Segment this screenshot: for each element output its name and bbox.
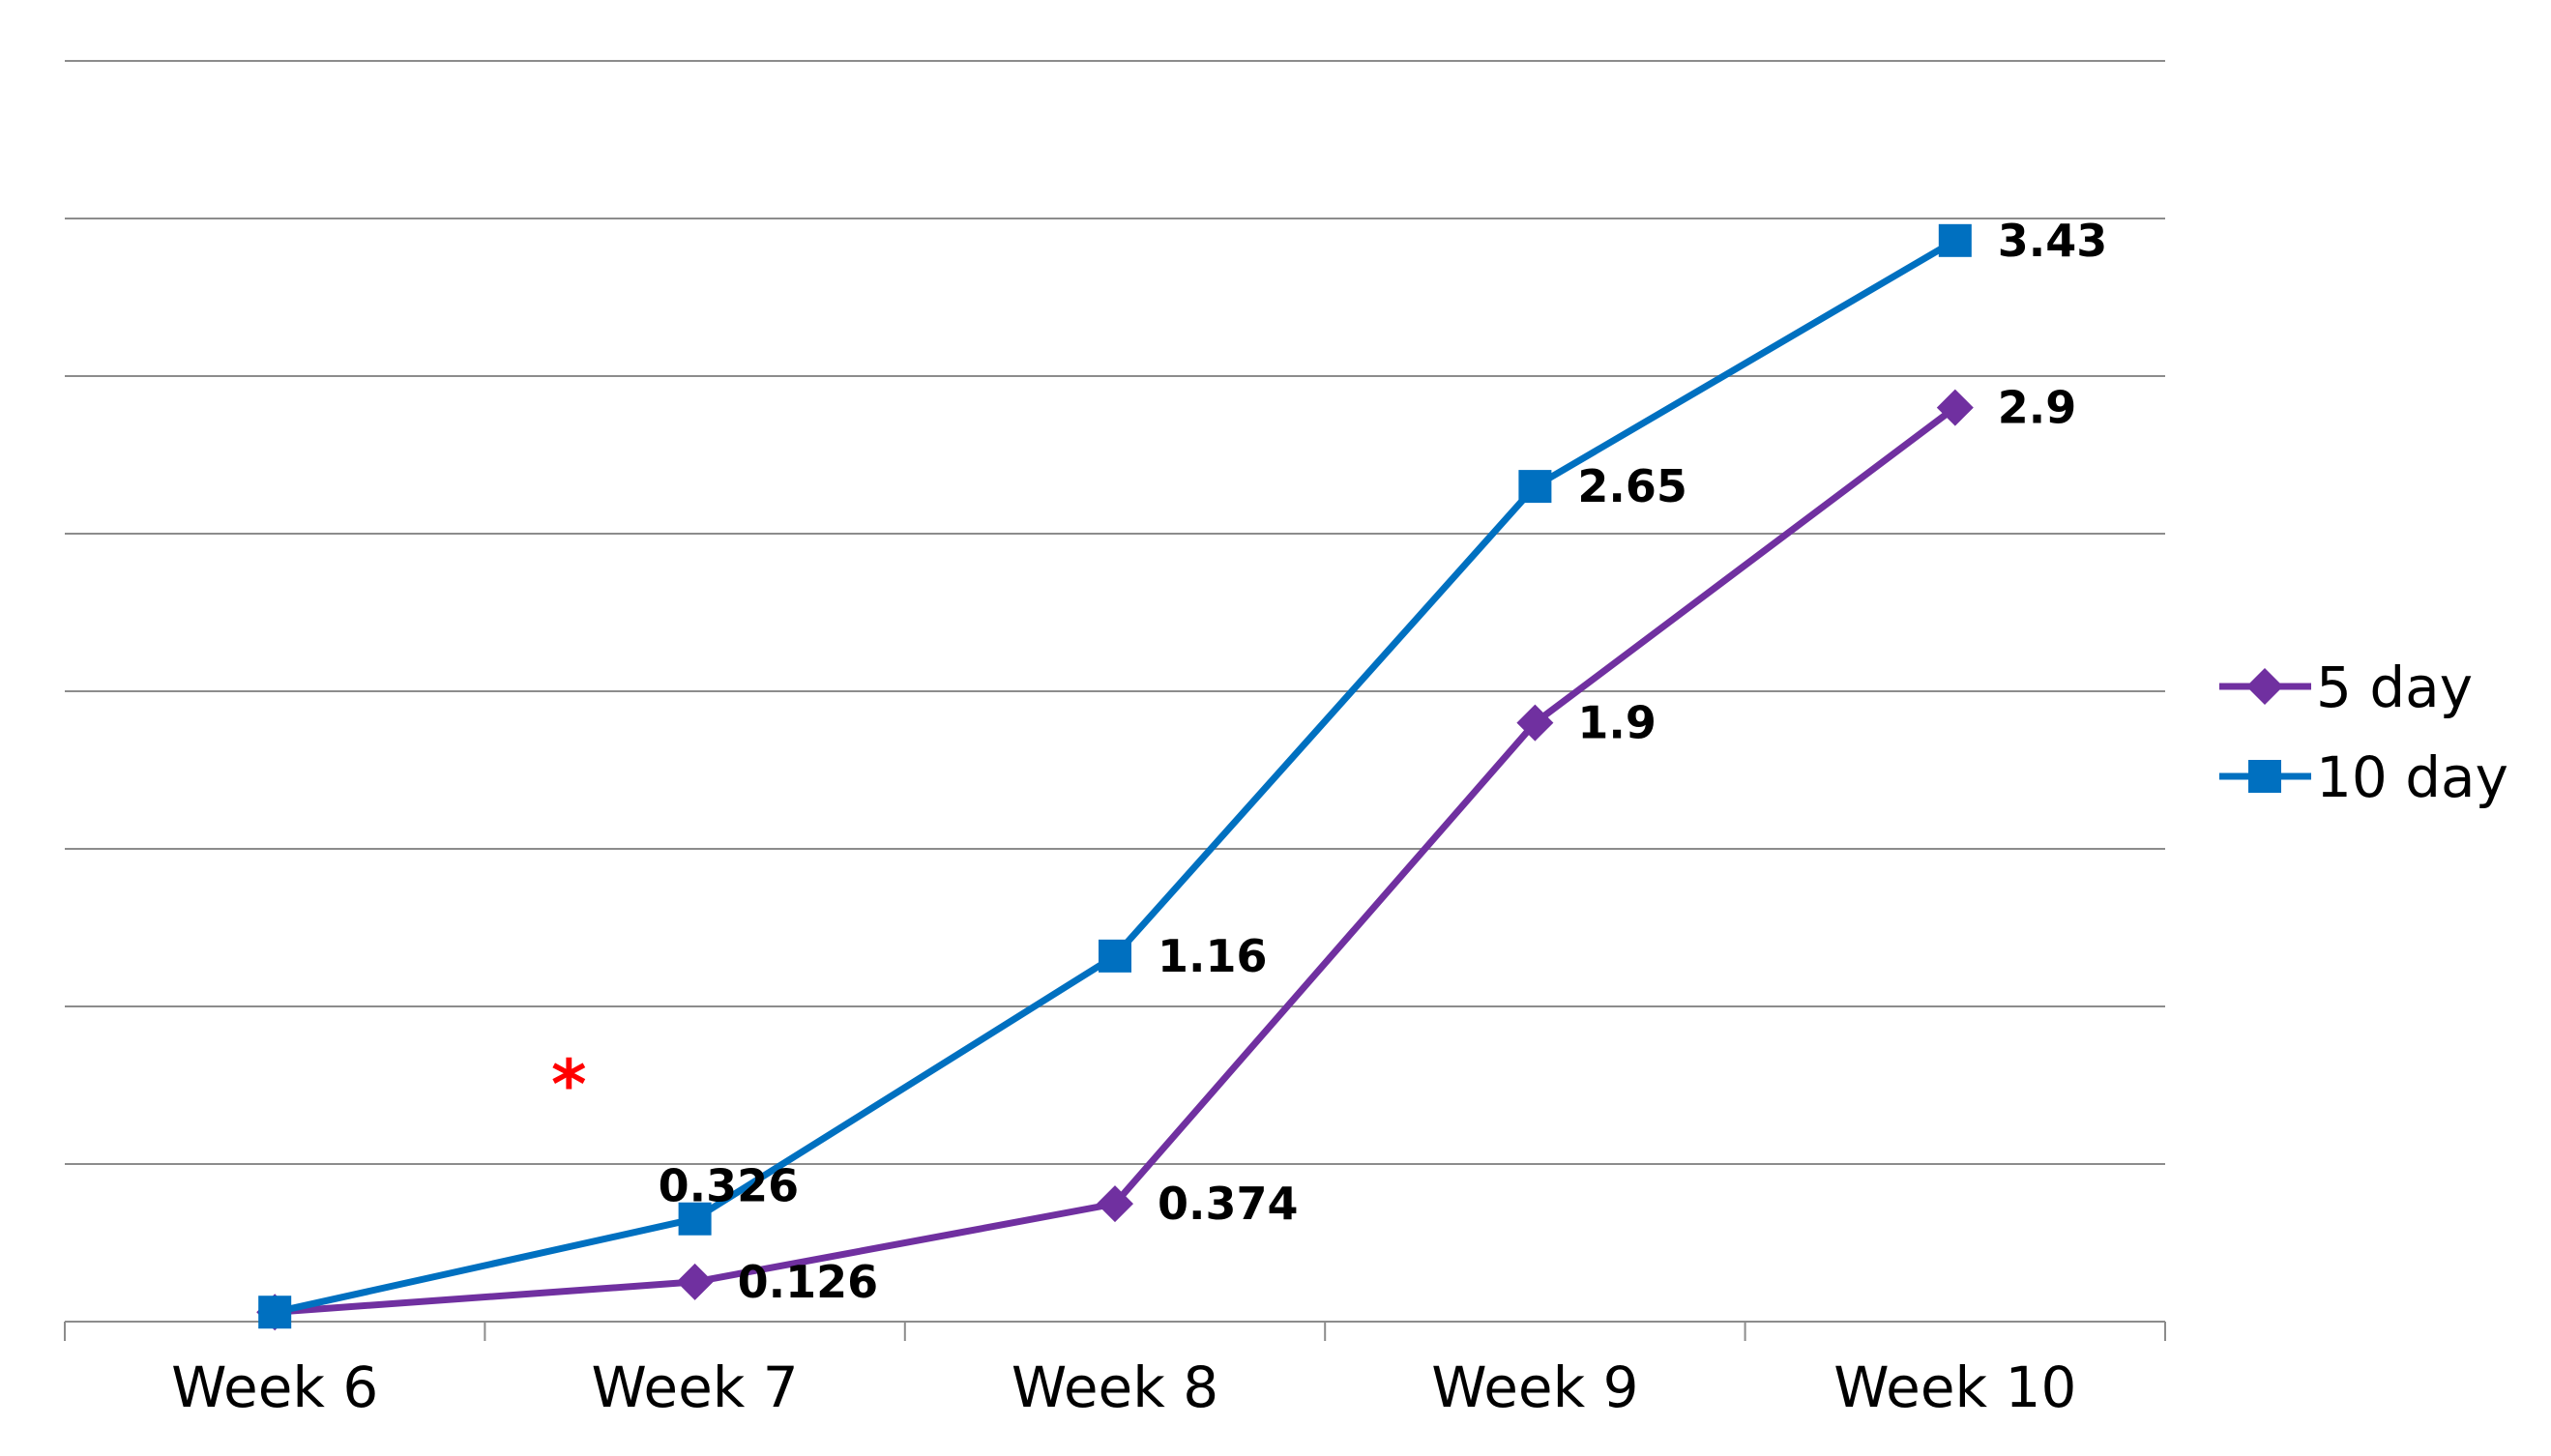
legend-item-5-day: 5 day <box>2219 655 2473 720</box>
data-label: 1.9 <box>1577 697 1657 749</box>
data-label: 1.16 <box>1158 930 1268 982</box>
series-10-day-marker <box>1938 223 1972 257</box>
legend-label: 5 day <box>2316 655 2473 720</box>
x-axis: Week 6 Week 7 Week 8 Week 9 Week 10 <box>64 1321 2166 1420</box>
data-label: 2.9 <box>1998 382 2077 434</box>
series-line-5-day <box>274 404 1957 1316</box>
significance-asterisk: * <box>551 1045 587 1124</box>
series-10-day-marker <box>1099 939 1131 973</box>
legend-label: 10 day <box>2316 744 2508 810</box>
x-tick-label: Week 9 <box>1431 1354 1638 1420</box>
series-layer <box>256 223 1974 1331</box>
series-10-day-marker <box>678 1202 712 1236</box>
series-10-day-marker <box>258 1296 292 1329</box>
series-5-day-marker <box>676 1263 714 1300</box>
legend: 5 day 10 day <box>2219 655 2508 810</box>
legend-marker <box>2248 760 2281 793</box>
legend-item-10-day: 10 day <box>2219 744 2508 810</box>
data-labels: 0.126 0.374 1.9 2.9 0.326 1.16 2.65 3.43 <box>659 215 2108 1308</box>
series-5-day-marker <box>1516 704 1554 742</box>
series-10-day <box>258 223 1972 1329</box>
series-line-10-day <box>274 237 1957 1316</box>
annotations: * <box>551 1045 587 1124</box>
series-10-day-marker <box>1518 470 1552 504</box>
x-tick-label: Week 8 <box>1012 1354 1218 1420</box>
series-5-day-marker <box>1097 1185 1133 1223</box>
gridlines <box>65 60 2165 1165</box>
data-label: 0.374 <box>1158 1178 1299 1230</box>
data-label: 2.65 <box>1577 460 1687 512</box>
data-label: 0.326 <box>659 1160 800 1212</box>
data-label: 3.43 <box>1998 215 2108 267</box>
series-5-day-marker <box>1936 389 1974 426</box>
series-5-day <box>256 389 1974 1331</box>
x-tick-label: Week 10 <box>1833 1354 2076 1420</box>
x-tick-label: Week 7 <box>591 1354 798 1420</box>
data-label: 0.126 <box>738 1256 879 1308</box>
legend-marker <box>2246 668 2283 705</box>
x-tick-label: Week 6 <box>171 1354 378 1420</box>
